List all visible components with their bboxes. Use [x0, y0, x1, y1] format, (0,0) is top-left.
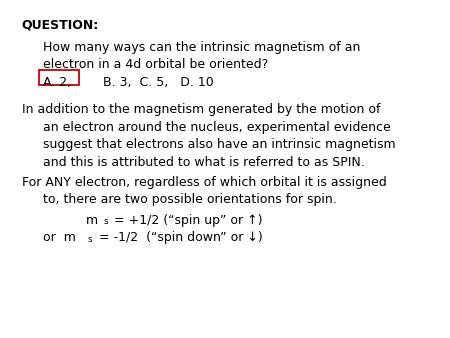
- Text: to, there are two possible orientations for spin.: to, there are two possible orientations …: [43, 193, 337, 206]
- Text: For ANY electron, regardless of which orbital it is assigned: For ANY electron, regardless of which or…: [22, 176, 387, 189]
- Text: s: s: [88, 235, 92, 244]
- Text: = +1/2 (“spin up” or ↑): = +1/2 (“spin up” or ↑): [110, 214, 263, 226]
- Text: s: s: [104, 217, 108, 226]
- Text: or  m: or m: [43, 231, 76, 244]
- Text: A. 2,: A. 2,: [43, 76, 71, 89]
- Text: suggest that electrons also have an intrinsic magnetism: suggest that electrons also have an intr…: [43, 138, 396, 151]
- Text: B. 3,  C. 5,   D. 10: B. 3, C. 5, D. 10: [103, 76, 213, 89]
- Text: = -1/2  (“spin down” or ↓): = -1/2 (“spin down” or ↓): [94, 231, 262, 244]
- Text: In addition to the magnetism generated by the motion of: In addition to the magnetism generated b…: [22, 103, 380, 116]
- Text: an electron around the nucleus, experimental evidence: an electron around the nucleus, experime…: [43, 121, 391, 134]
- Text: How many ways can the intrinsic magnetism of an: How many ways can the intrinsic magnetis…: [43, 41, 360, 53]
- Text: electron in a 4d orbital be oriented?: electron in a 4d orbital be oriented?: [43, 58, 268, 71]
- Text: m: m: [86, 214, 98, 226]
- Text: and this is attributed to what is referred to as SPIN.: and this is attributed to what is referr…: [43, 156, 365, 169]
- Text: QUESTION:: QUESTION:: [22, 19, 99, 31]
